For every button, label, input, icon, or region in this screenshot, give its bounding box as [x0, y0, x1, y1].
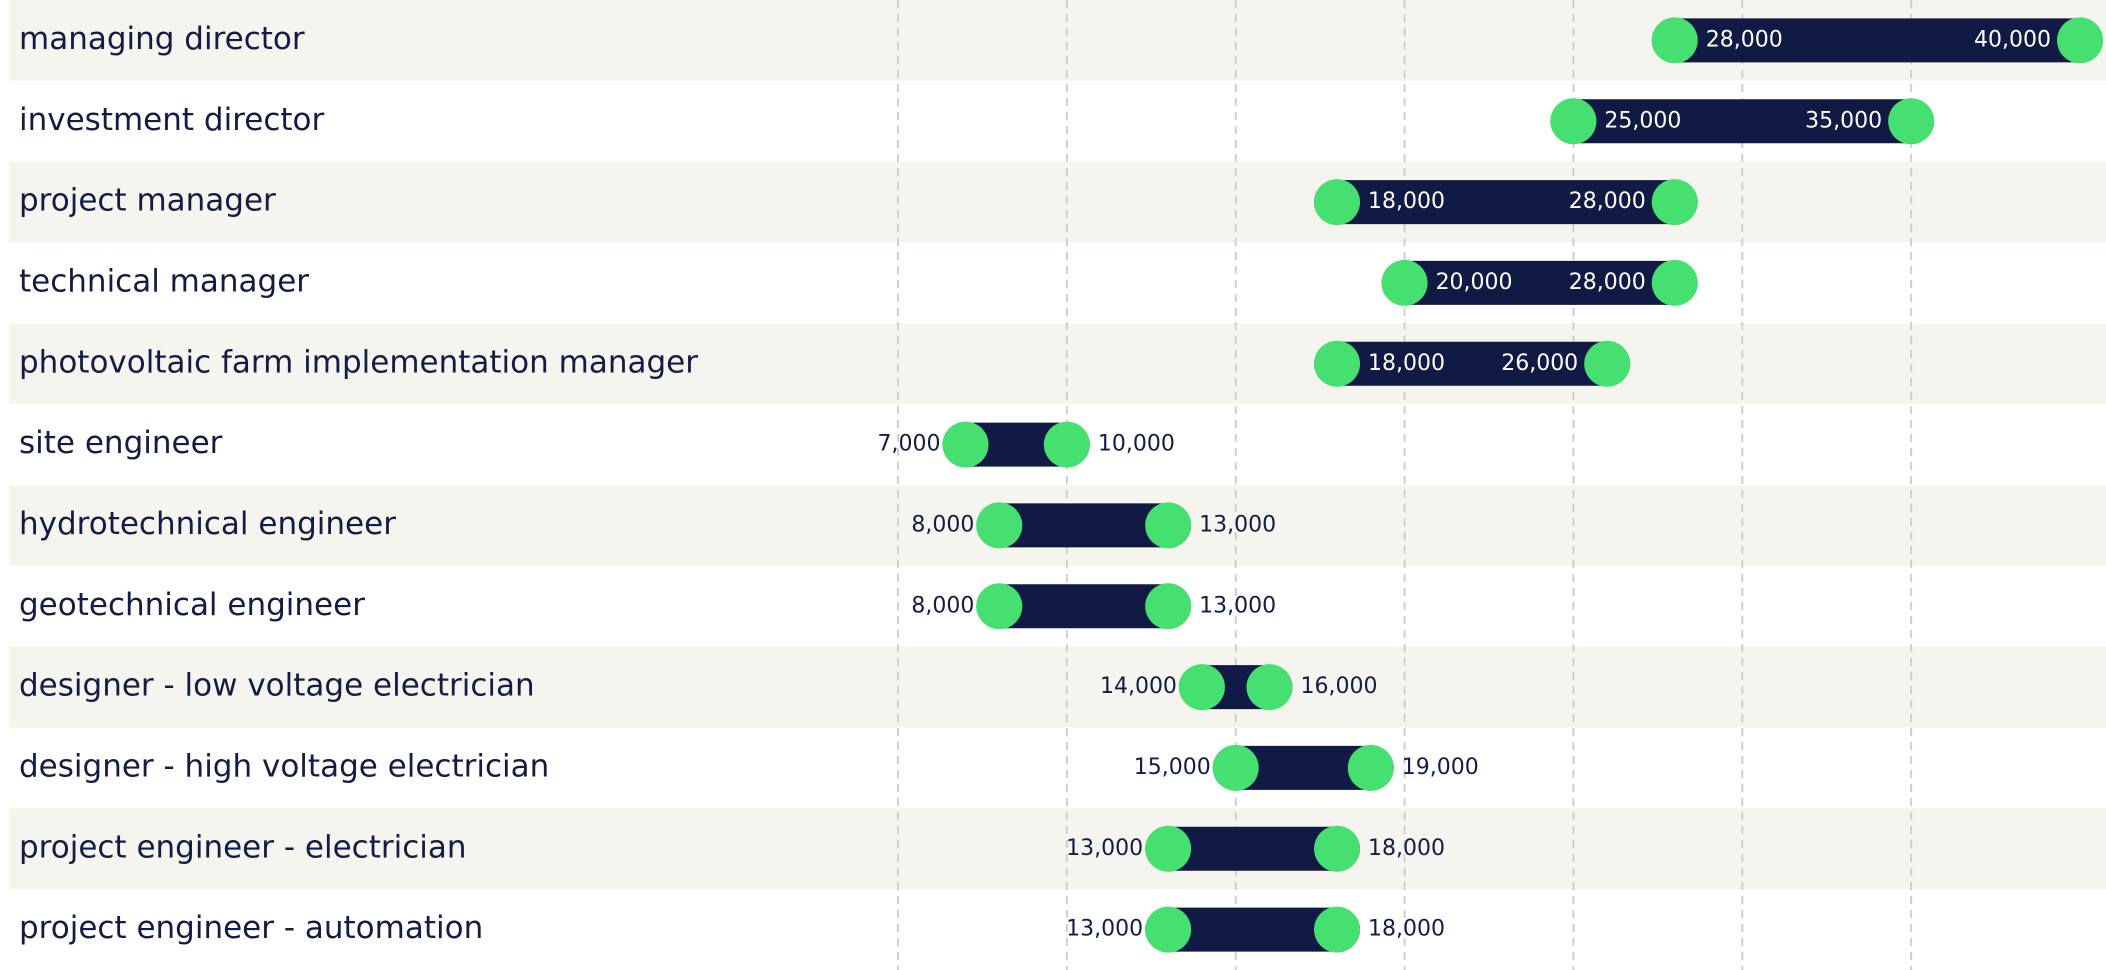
range-bar [1381, 260, 1698, 305]
range-bar [1212, 745, 1394, 790]
high-label: 13,000 [1199, 512, 1276, 537]
high-label: 13,000 [1199, 593, 1276, 618]
category-label: technical manager [19, 263, 309, 299]
range-bar [1314, 341, 1631, 386]
range-bar [976, 584, 1192, 629]
low-label: 18,000 [1368, 351, 1445, 376]
high-dot [1888, 98, 1935, 145]
high-label: 16,000 [1300, 674, 1377, 699]
low-label: 13,000 [1066, 917, 1143, 942]
low-dot [1381, 259, 1428, 306]
low-dot [1178, 664, 1225, 711]
category-label: project engineer - automation [19, 910, 483, 946]
range-bar [1550, 99, 1935, 144]
low-label: 28,000 [1706, 27, 1783, 52]
high-dot [1584, 340, 1631, 387]
low-dot [1145, 906, 1192, 953]
low-dot [1314, 179, 1361, 226]
category-label: project manager [19, 183, 276, 219]
high-dot [1043, 421, 1090, 468]
low-dot [942, 421, 989, 468]
category-label: project engineer - electrician [19, 829, 467, 865]
high-dot [1145, 502, 1192, 549]
low-label: 7,000 [878, 432, 941, 457]
category-label: geotechnical engineer [19, 587, 365, 623]
high-label: 19,000 [1402, 755, 1479, 780]
range-bar [1145, 826, 1361, 871]
range-bar [1314, 180, 1698, 225]
row-background [9, 323, 2106, 405]
row-background [9, 727, 2106, 809]
low-dot [976, 502, 1023, 549]
high-label: 40,000 [1974, 27, 2051, 52]
high-dot [1314, 906, 1361, 953]
high-dot [1246, 664, 1293, 711]
low-label: 8,000 [911, 593, 974, 618]
category-label: hydrotechnical engineer [19, 506, 396, 542]
high-label: 28,000 [1569, 189, 1646, 214]
low-dot [1651, 17, 1698, 64]
low-dot [1550, 98, 1597, 145]
category-label: designer - low voltage electrician [19, 668, 535, 704]
row-background [9, 808, 2106, 890]
low-dot [976, 583, 1023, 630]
row-background [9, 646, 2106, 728]
row-background [9, 889, 2106, 970]
row-background [9, 242, 2106, 324]
high-dot [2057, 17, 2103, 64]
high-label: 35,000 [1805, 108, 1882, 133]
low-dot [1145, 825, 1192, 872]
high-dot [1314, 825, 1361, 872]
range-bar [1145, 907, 1361, 952]
low-label: 13,000 [1066, 836, 1143, 861]
category-label: photovoltaic farm implementation manager [19, 344, 698, 380]
high-label: 26,000 [1501, 351, 1578, 376]
high-dot [1651, 179, 1698, 226]
high-label: 10,000 [1098, 432, 1175, 457]
range-bar [976, 503, 1192, 548]
category-label: designer - high voltage electrician [19, 748, 549, 784]
low-label: 20,000 [1436, 270, 1513, 295]
low-label: 25,000 [1604, 108, 1681, 133]
category-label: site engineer [19, 425, 223, 461]
low-label: 14,000 [1100, 674, 1177, 699]
low-dot [1314, 340, 1361, 387]
category-label: managing director [19, 21, 305, 57]
high-dot [1651, 259, 1698, 306]
low-label: 18,000 [1368, 189, 1445, 214]
range-bar [1651, 18, 2103, 63]
low-label: 15,000 [1134, 755, 1211, 780]
high-label: 28,000 [1569, 270, 1646, 295]
low-dot [1212, 744, 1259, 791]
high-label: 18,000 [1368, 836, 1445, 861]
high-dot [1347, 744, 1394, 791]
row-background [9, 161, 2106, 243]
high-label: 18,000 [1368, 917, 1445, 942]
category-label: investment director [19, 102, 325, 138]
high-dot [1145, 583, 1192, 630]
low-label: 8,000 [911, 512, 974, 537]
